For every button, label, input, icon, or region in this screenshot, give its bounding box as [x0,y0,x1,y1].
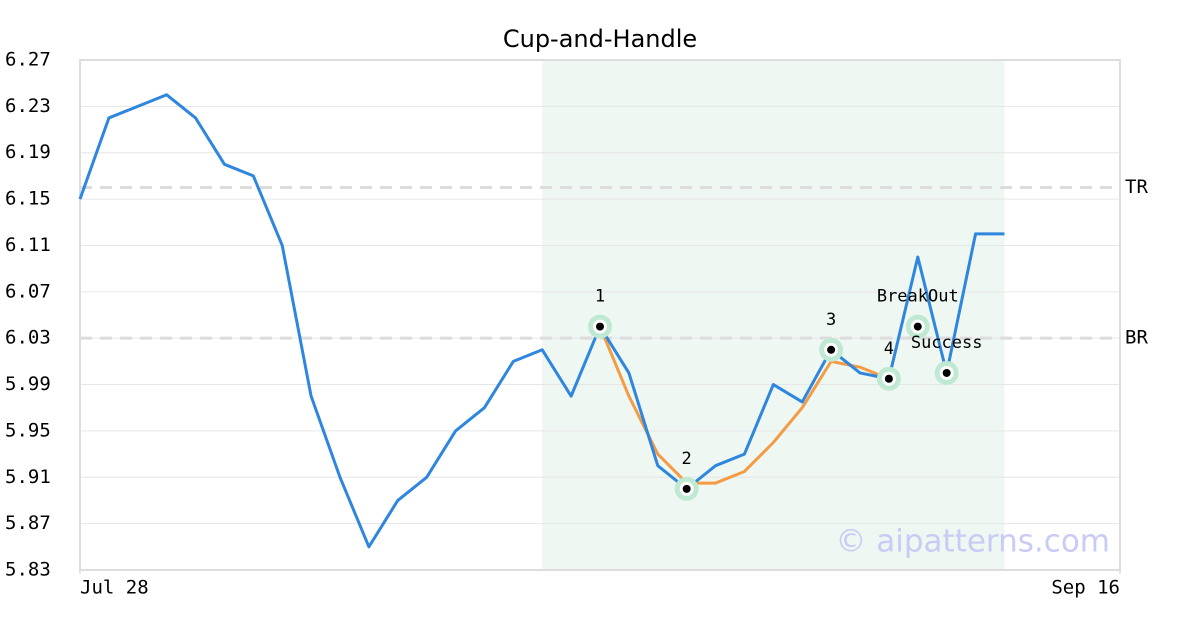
point-label: 4 [884,339,894,359]
y-tick-label: 6.27 [5,49,51,71]
plot-frame [79,59,1121,571]
point-label: 2 [682,449,692,469]
point-label: 3 [826,310,836,330]
level-label: TR [1125,176,1148,198]
point-label: BreakOut [877,287,959,307]
y-tick-label: 5.99 [5,373,51,395]
pattern-zone [542,60,1005,570]
y-tick-label: 5.95 [5,419,51,441]
y-tick-label: 6.23 [5,95,51,117]
x-tick-label: Sep 16 [1051,577,1120,599]
y-tick-label: 6.07 [5,280,51,302]
point-label: Success [911,333,983,353]
y-tick-label: 5.83 [5,559,51,581]
x-tick-label: Jul 28 [80,577,149,599]
level-label: BR [1125,327,1148,349]
y-tick-label: 6.11 [5,234,51,256]
point-label: 1 [595,287,605,307]
y-tick-label: 6.15 [5,188,51,210]
y-tick-label: 6.03 [5,327,51,349]
point-dot [827,345,836,354]
price-line [78,93,1005,549]
y-tick-label: 5.87 [5,512,51,534]
point-dot [913,322,922,331]
point-dot [942,368,951,377]
point-dot [682,484,691,493]
watermark: © aipatterns.com [835,524,1110,560]
chart-title: Cup-and-Handle [503,25,697,53]
y-tick-label: 5.91 [5,466,51,488]
y-tick-label: 6.19 [5,141,51,163]
point-dot [884,374,893,383]
point-dot [596,322,604,331]
